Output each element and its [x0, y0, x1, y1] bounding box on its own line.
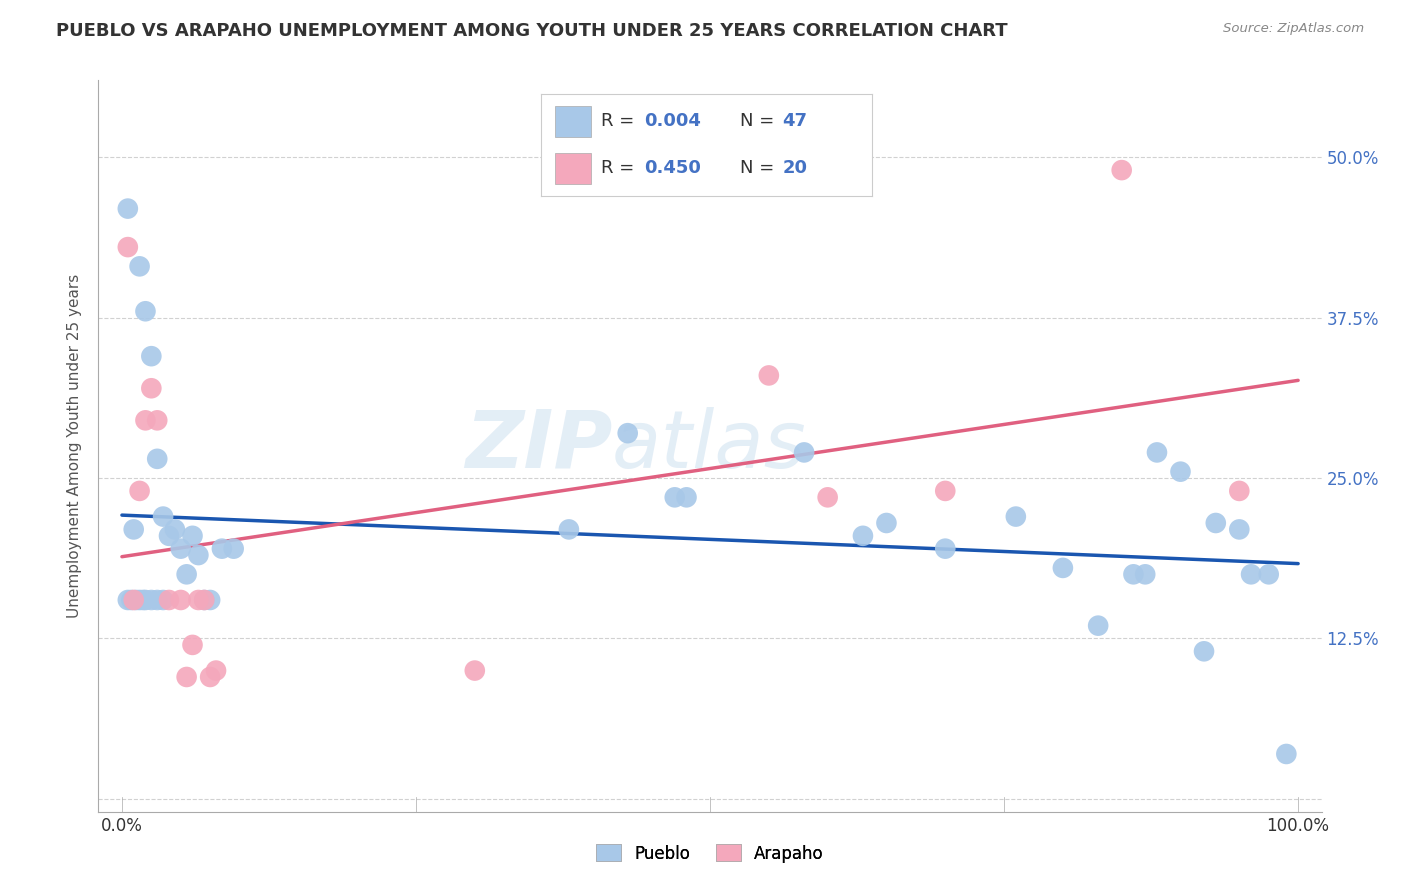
- Point: [616, 426, 638, 441]
- Point: [146, 413, 169, 427]
- Point: [193, 593, 215, 607]
- Point: [125, 593, 148, 607]
- Point: [875, 516, 897, 530]
- Text: 0.450: 0.450: [644, 159, 700, 177]
- Point: [117, 240, 139, 254]
- Text: Source: ZipAtlas.com: Source: ZipAtlas.com: [1223, 22, 1364, 36]
- Point: [163, 523, 186, 537]
- Point: [1192, 644, 1215, 658]
- Point: [1004, 509, 1026, 524]
- Point: [664, 491, 686, 505]
- Point: [181, 529, 204, 543]
- Point: [141, 381, 163, 395]
- Text: R =: R =: [600, 112, 640, 130]
- Point: [1170, 465, 1192, 479]
- Point: [793, 445, 815, 459]
- Point: [1052, 561, 1074, 575]
- Point: [1257, 567, 1279, 582]
- Point: [211, 541, 233, 556]
- Point: [675, 491, 697, 505]
- Point: [152, 509, 174, 524]
- Point: [170, 541, 193, 556]
- Point: [1135, 567, 1157, 582]
- Point: [193, 593, 215, 607]
- Text: PUEBLO VS ARAPAHO UNEMPLOYMENT AMONG YOUTH UNDER 25 YEARS CORRELATION CHART: PUEBLO VS ARAPAHO UNEMPLOYMENT AMONG YOU…: [56, 22, 1008, 40]
- Point: [1227, 523, 1250, 537]
- Point: [157, 529, 180, 543]
- Point: [187, 593, 209, 607]
- Point: [128, 260, 150, 274]
- Point: [146, 451, 169, 466]
- Point: [141, 349, 163, 363]
- Point: [817, 491, 839, 505]
- Point: [198, 670, 221, 684]
- Bar: [554, 106, 591, 136]
- Point: [558, 523, 581, 537]
- Point: [152, 593, 174, 607]
- Point: [1122, 567, 1144, 582]
- Point: [117, 202, 139, 216]
- Point: [187, 548, 209, 562]
- Point: [117, 593, 139, 607]
- Point: [1227, 483, 1250, 498]
- Point: [134, 593, 156, 607]
- Text: N =: N =: [740, 112, 779, 130]
- Point: [181, 638, 204, 652]
- Point: [120, 593, 142, 607]
- Point: [222, 541, 245, 556]
- Point: [1275, 747, 1298, 761]
- Text: R =: R =: [600, 159, 640, 177]
- Point: [134, 413, 156, 427]
- Point: [1111, 163, 1133, 178]
- Point: [1240, 567, 1263, 582]
- Point: [128, 483, 150, 498]
- Point: [934, 483, 956, 498]
- Bar: [554, 153, 591, 184]
- Point: [176, 670, 198, 684]
- Point: [852, 529, 875, 543]
- Text: ZIP: ZIP: [465, 407, 612, 485]
- Point: [758, 368, 780, 383]
- Point: [1087, 618, 1109, 632]
- Point: [1146, 445, 1168, 459]
- Point: [934, 541, 956, 556]
- Text: N =: N =: [740, 159, 779, 177]
- Point: [157, 593, 180, 607]
- Text: 20: 20: [783, 159, 807, 177]
- Text: 0.004: 0.004: [644, 112, 700, 130]
- Point: [122, 523, 145, 537]
- Point: [176, 567, 198, 582]
- Point: [128, 593, 150, 607]
- Point: [141, 593, 163, 607]
- Point: [134, 304, 156, 318]
- Point: [198, 593, 221, 607]
- Point: [464, 664, 486, 678]
- Y-axis label: Unemployment Among Youth under 25 years: Unemployment Among Youth under 25 years: [67, 274, 83, 618]
- Legend: Pueblo, Arapaho: Pueblo, Arapaho: [589, 838, 831, 869]
- Point: [170, 593, 193, 607]
- Point: [205, 664, 228, 678]
- Point: [132, 593, 155, 607]
- Point: [122, 593, 145, 607]
- Text: atlas: atlas: [612, 407, 807, 485]
- Point: [146, 593, 169, 607]
- Point: [1205, 516, 1227, 530]
- Text: 47: 47: [783, 112, 807, 130]
